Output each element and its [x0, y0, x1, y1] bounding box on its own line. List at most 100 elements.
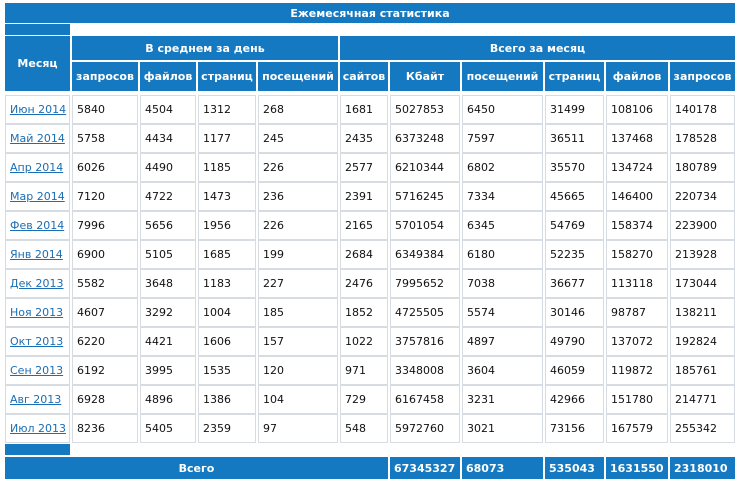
month-link[interactable]: Фев 2014 — [10, 219, 65, 232]
value-cell: 146400 — [606, 182, 668, 211]
value-cell: 178528 — [670, 124, 735, 153]
value-cell: 3231 — [462, 385, 543, 414]
value-cell: 548 — [340, 414, 388, 443]
value-cell: 185 — [258, 298, 338, 327]
value-cell: 3604 — [462, 356, 543, 385]
value-cell: 5758 — [72, 124, 138, 153]
value-cell: 1177 — [198, 124, 256, 153]
month-link[interactable]: Окт 2013 — [10, 335, 64, 348]
month-cell: Июл 2013 — [5, 414, 70, 443]
value-cell: 35570 — [545, 153, 604, 182]
value-cell: 5656 — [140, 211, 196, 240]
value-cell: 151780 — [606, 385, 668, 414]
value-cell: 140178 — [670, 95, 735, 124]
value-cell: 1183 — [198, 269, 256, 298]
value-cell: 220734 — [670, 182, 735, 211]
value-cell: 4722 — [140, 182, 196, 211]
value-cell: 113118 — [606, 269, 668, 298]
value-cell: 185761 — [670, 356, 735, 385]
value-cell: 7038 — [462, 269, 543, 298]
value-cell: 2577 — [340, 153, 388, 182]
value-cell: 36511 — [545, 124, 604, 153]
value-cell: 6192 — [72, 356, 138, 385]
value-cell: 7995652 — [390, 269, 460, 298]
value-cell: 7597 — [462, 124, 543, 153]
value-cell: 134724 — [606, 153, 668, 182]
value-cell: 5582 — [72, 269, 138, 298]
value-cell: 6450 — [462, 95, 543, 124]
value-cell: 120 — [258, 356, 338, 385]
value-cell: 6220 — [72, 327, 138, 356]
value-cell: 5105 — [140, 240, 196, 269]
month-link[interactable]: Ноя 2013 — [10, 306, 64, 319]
value-cell: 227 — [258, 269, 338, 298]
total-cell: 2318010 — [670, 457, 735, 479]
column-header: сайтов — [340, 62, 388, 91]
value-cell: 173044 — [670, 269, 735, 298]
value-cell: 1386 — [198, 385, 256, 414]
value-cell: 36677 — [545, 269, 604, 298]
value-cell: 7334 — [462, 182, 543, 211]
month-link[interactable]: Май 2014 — [10, 132, 65, 145]
value-cell: 5840 — [72, 95, 138, 124]
group-header: В среднем за день — [72, 36, 338, 60]
value-cell: 42966 — [545, 385, 604, 414]
value-cell: 49790 — [545, 327, 604, 356]
value-cell: 158374 — [606, 211, 668, 240]
value-cell: 6026 — [72, 153, 138, 182]
value-cell: 1685 — [198, 240, 256, 269]
value-cell: 2435 — [340, 124, 388, 153]
value-cell: 223900 — [670, 211, 735, 240]
value-cell: 31499 — [545, 95, 604, 124]
value-cell: 104 — [258, 385, 338, 414]
value-cell: 6373248 — [390, 124, 460, 153]
value-cell: 226 — [258, 153, 338, 182]
value-cell: 6900 — [72, 240, 138, 269]
month-cell: Мар 2014 — [5, 182, 70, 211]
value-cell: 1185 — [198, 153, 256, 182]
value-cell: 2684 — [340, 240, 388, 269]
value-cell: 2165 — [340, 211, 388, 240]
month-cell: Май 2014 — [5, 124, 70, 153]
value-cell: 30146 — [545, 298, 604, 327]
month-link[interactable]: Дек 2013 — [10, 277, 64, 290]
month-link[interactable]: Апр 2014 — [10, 161, 64, 174]
value-cell: 4434 — [140, 124, 196, 153]
totals-label: Всего — [5, 457, 388, 479]
value-cell: 8236 — [72, 414, 138, 443]
value-cell: 2391 — [340, 182, 388, 211]
value-cell: 1473 — [198, 182, 256, 211]
value-cell: 6802 — [462, 153, 543, 182]
value-cell: 167579 — [606, 414, 668, 443]
month-link[interactable]: Авг 2013 — [10, 393, 62, 406]
month-link[interactable]: Июн 2014 — [10, 103, 67, 116]
column-header: страниц — [198, 62, 256, 91]
value-cell: 2476 — [340, 269, 388, 298]
value-cell: 73156 — [545, 414, 604, 443]
column-header: страниц — [545, 62, 604, 91]
total-cell: 68073 — [462, 457, 543, 479]
total-cell: 535043 — [545, 457, 604, 479]
value-cell: 4896 — [140, 385, 196, 414]
value-cell: 6180 — [462, 240, 543, 269]
month-link[interactable]: Мар 2014 — [10, 190, 65, 203]
value-cell: 6345 — [462, 211, 543, 240]
value-cell: 4490 — [140, 153, 196, 182]
value-cell: 236 — [258, 182, 338, 211]
column-header: запросов — [670, 62, 735, 91]
value-cell: 54769 — [545, 211, 604, 240]
value-cell: 4504 — [140, 95, 196, 124]
column-header: файлов — [140, 62, 196, 91]
month-link[interactable]: Сен 2013 — [10, 364, 64, 377]
value-cell: 1535 — [198, 356, 256, 385]
month-link[interactable]: Янв 2014 — [10, 248, 63, 261]
value-cell: 971 — [340, 356, 388, 385]
month-cell: Июн 2014 — [5, 95, 70, 124]
footer-spacer — [5, 444, 70, 455]
value-cell: 729 — [340, 385, 388, 414]
value-cell: 268 — [258, 95, 338, 124]
value-cell: 4421 — [140, 327, 196, 356]
month-link[interactable]: Июл 2013 — [10, 422, 67, 435]
value-cell: 255342 — [670, 414, 735, 443]
